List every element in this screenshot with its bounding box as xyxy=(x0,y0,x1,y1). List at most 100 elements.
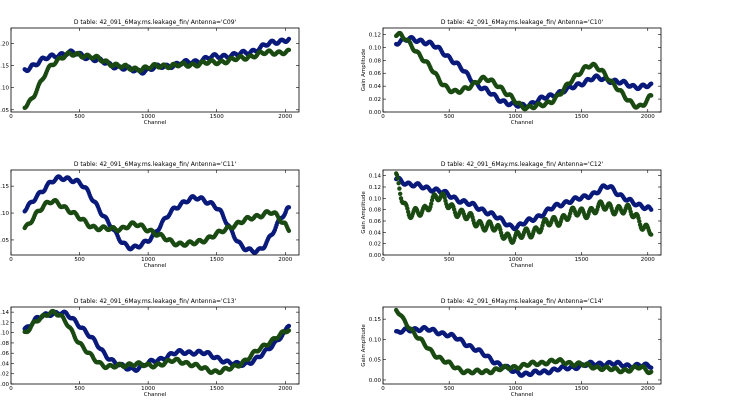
x-axis-label: Channel xyxy=(144,120,167,126)
data-point xyxy=(405,206,410,211)
y-tick-label: 0.08 xyxy=(369,58,382,64)
y-tick-label: 0.12 xyxy=(369,185,381,191)
chart-panel: 0 500 1000 1500 2000 0.00 0.05 0.10 0.15 D table:… xyxy=(361,298,662,398)
plot-area xyxy=(22,36,292,111)
y-tick-label: 0.00 xyxy=(369,110,382,116)
y-tick-label: 0.12 xyxy=(0,320,9,326)
data-point xyxy=(429,201,434,206)
plot-area xyxy=(394,171,654,245)
y-tick-label: 0.08 xyxy=(0,341,9,347)
y-tick-label: 0.04 xyxy=(369,84,382,90)
y-axis-label: Gain Amplitude xyxy=(361,48,367,91)
x-axis-label: Channel xyxy=(511,120,534,126)
x-tick-label: 500 xyxy=(444,257,455,263)
x-tick-label: 1500 xyxy=(575,386,589,392)
data-point xyxy=(286,47,292,53)
data-point xyxy=(637,219,642,224)
x-tick-label: 2000 xyxy=(641,257,655,263)
x-tick-label: 1000 xyxy=(508,386,522,392)
axes-frame xyxy=(10,306,300,385)
y-tick-label: 0.12 xyxy=(369,32,381,38)
data-point xyxy=(286,228,292,233)
chart-panel: 0 500 1000 1500 2000 0.00 0.02 0.04 0.06 0.08 0.10… xyxy=(0,298,300,398)
y-tick-label: 0.10 xyxy=(0,86,9,92)
y-tick-label: 0.00 xyxy=(0,382,9,388)
x-tick-label: 2000 xyxy=(278,386,292,392)
series-1 xyxy=(22,198,292,248)
y-tick-label: 0.10 xyxy=(0,331,9,337)
y-tick-label: 0.02 xyxy=(369,242,381,248)
x-tick-label: 1000 xyxy=(141,114,155,120)
x-tick-label: 1000 xyxy=(508,257,522,263)
y-tick-label: 0.10 xyxy=(369,196,382,202)
chart-title: D table: 42_091_6May.ms.leakage_fin/ Ant… xyxy=(441,19,604,26)
x-axis-label: Channel xyxy=(511,392,534,398)
x-tick-label: 1500 xyxy=(575,257,589,263)
chart-title: D table: 42_091_6May.ms.leakage_fin/ Ant… xyxy=(441,298,604,305)
series-0 xyxy=(394,175,654,232)
chart-title: D table: 42_091_6May.ms.leakage_fin/ Ant… xyxy=(74,298,237,305)
x-tick-label: 0 xyxy=(381,386,385,392)
data-point xyxy=(649,81,654,86)
data-point xyxy=(649,369,654,374)
x-tick-label: 1500 xyxy=(210,114,224,120)
y-tick-label: 0.04 xyxy=(0,361,9,367)
y-tick-label: 0.05 xyxy=(369,358,382,364)
chart-title: D table: 42_091_6May.ms.leakage_fin/ Ant… xyxy=(74,161,237,168)
x-tick-label: 500 xyxy=(444,114,455,120)
data-point xyxy=(286,205,292,210)
y-tick-label: 0.05 xyxy=(0,238,9,244)
x-tick-label: 500 xyxy=(74,257,85,263)
x-tick-label: 500 xyxy=(444,386,455,392)
data-point xyxy=(395,176,400,181)
data-point xyxy=(649,93,654,98)
plot-area xyxy=(22,308,292,376)
y-tick-label: 0.04 xyxy=(369,230,382,236)
chart-panel: 0 500 1000 1500 2000 0.05 0.10 0.15 0.20 D table:… xyxy=(0,19,300,126)
y-tick-label: 0.15 xyxy=(369,317,382,323)
x-tick-label: 1500 xyxy=(575,114,589,120)
chart-panel: 0 500 1000 1500 2000 0.00 0.02 0.04 0.06 0.08 0.10… xyxy=(361,161,662,269)
data-point xyxy=(396,181,401,186)
x-tick-label: 1500 xyxy=(210,257,224,263)
y-tick-label: 0.15 xyxy=(0,184,9,190)
x-tick-label: 2000 xyxy=(278,114,292,120)
data-point xyxy=(397,186,402,191)
data-point xyxy=(286,328,292,333)
plot-area xyxy=(394,307,654,378)
y-tick-label: 0.02 xyxy=(0,372,9,378)
series-1 xyxy=(22,308,292,376)
data-point xyxy=(286,323,292,329)
x-axis-label: Channel xyxy=(144,392,167,398)
data-point xyxy=(398,191,403,196)
x-tick-label: 1000 xyxy=(508,114,522,120)
plot-area xyxy=(394,30,654,112)
x-tick-label: 0 xyxy=(9,257,13,263)
y-tick-label: 0.10 xyxy=(369,337,382,343)
series-1 xyxy=(22,47,292,111)
y-tick-label: 0.00 xyxy=(369,378,382,384)
y-tick-label: 0.10 xyxy=(369,45,382,51)
axes-frame xyxy=(382,306,662,385)
x-tick-label: 0 xyxy=(381,114,385,120)
x-axis-label: Channel xyxy=(511,263,534,269)
y-axis-label: Gain Amplitude xyxy=(361,191,367,234)
series-1 xyxy=(394,307,654,376)
y-tick-label: 0.05 xyxy=(0,108,9,114)
x-tick-label: 1000 xyxy=(141,386,155,392)
chart-title: D table: 42_091_6May.ms.leakage_fin/ Ant… xyxy=(74,19,237,26)
axes-frame xyxy=(382,27,662,113)
x-tick-label: 2000 xyxy=(278,257,292,263)
data-point xyxy=(649,365,654,370)
x-tick-label: 500 xyxy=(74,114,85,120)
axes-frame xyxy=(10,27,300,113)
data-point xyxy=(394,172,400,178)
y-tick-label: 0.08 xyxy=(369,208,382,214)
y-tick-label: 0.06 xyxy=(369,71,382,77)
x-tick-label: 0 xyxy=(9,114,13,120)
y-axis-label: Gain Amplitude xyxy=(361,324,367,367)
x-tick-label: 0 xyxy=(381,257,385,263)
x-tick-label: 500 xyxy=(74,386,85,392)
x-tick-label: 2000 xyxy=(641,114,655,120)
